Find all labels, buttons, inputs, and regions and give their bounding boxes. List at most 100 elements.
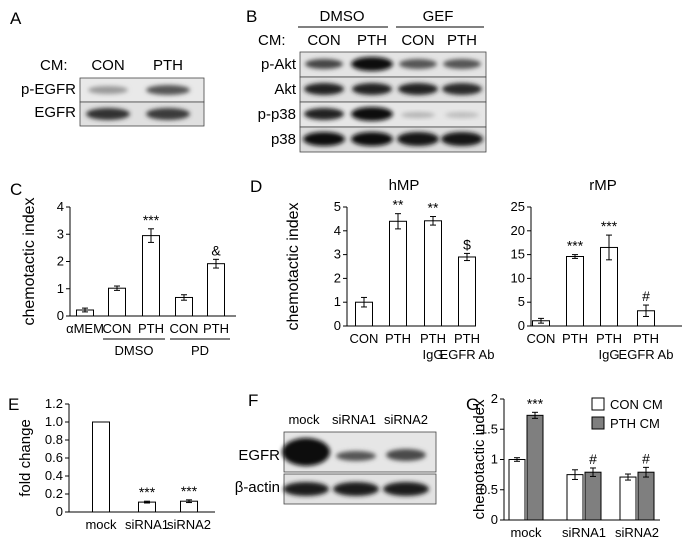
blot-band [401,112,435,118]
y-tick-label: 3 [57,226,64,241]
y-tick-label: 0 [56,504,63,519]
bar [138,501,156,513]
category-label: PTH [633,331,659,346]
blot-band [146,85,190,95]
y-tick-label: 2 [57,254,64,269]
blot-b-row-label: p-Akt [261,56,297,73]
bar [389,220,407,327]
legend-swatch [591,397,605,411]
blot-band [303,132,345,146]
category-sublabel: IgG [423,347,444,362]
blot-a-row-label: EGFR [34,104,76,121]
y-tick-label: 20 [511,223,525,238]
significance-label: *** [181,483,198,499]
chart-d-rmp: 0510152025rMPCON***PTH***PTHIgG#PTHEGFR … [511,177,682,362]
panel-letter: D [250,177,262,196]
blot-b-cm-label: CM: [258,32,286,49]
blot-a-lane-label: PTH [153,57,183,74]
panel-b: B DMSO GEF CM: CON PTH CON PTH p-Akt Akt… [246,7,487,153]
significance-label: # [642,288,650,304]
y-tick-label: 1.0 [45,414,63,429]
y-tick-label: 0.2 [45,486,63,501]
group-label: DMSO [115,343,154,358]
y-tick-label: 1 [57,281,64,296]
legend-swatch [591,416,605,430]
y-tick-label: 4 [57,199,64,214]
y-tick-label: 0 [334,318,341,333]
category-label: CON [103,321,132,336]
panel-letter-f: F [248,391,258,410]
blot-band [399,59,437,69]
blot-band [304,83,344,95]
significance-label: *** [143,212,160,228]
bar [142,235,160,317]
bar [566,256,584,327]
bar [207,263,225,317]
panel-letter-b: B [246,7,257,26]
blot-band [336,451,376,461]
y-axis-label: fold change [17,419,34,497]
category-label: PTH [420,331,446,346]
significance-label: *** [567,238,584,254]
blot-band [386,449,426,461]
significance-label: # [589,451,597,467]
category-sublabel: EGFR Ab [619,347,674,362]
y-tick-label: 1.5 [480,421,498,436]
y-tick-label: 10 [511,270,525,285]
blot-band [351,132,393,146]
significance-label: *** [139,484,156,500]
blot-band [333,482,379,496]
y-tick-label: 1 [491,452,498,467]
y-axis-label: chemotactic index [285,202,302,330]
blot-band [351,57,393,71]
blot-a-cm-label: CM: [40,57,68,74]
blot-band [443,59,481,69]
y-tick-label: 4 [334,223,341,238]
blot-f-lane-label: siRNA2 [384,412,428,427]
blot-band [351,107,393,121]
bar [566,474,584,521]
significance-label: *** [527,395,544,411]
category-label: PTH [562,331,588,346]
blot-band [305,59,343,69]
y-tick-label: 2 [334,270,341,285]
legend-label: CON CM [610,397,663,412]
y-tick-label: 0 [491,512,498,527]
blot-band [397,132,439,146]
y-tick-label: 0.6 [45,450,63,465]
y-tick-label: 0 [518,318,525,333]
bar [637,471,655,521]
blot-band [304,108,344,120]
panel-letter-a: A [10,9,22,28]
category-label: PTH [138,321,164,336]
blot-f-lane-label: siRNA1 [332,412,376,427]
category-sublabel: IgG [599,347,620,362]
y-tick-label: 2 [491,391,498,406]
significance-label: ** [428,200,439,216]
group-label: PD [191,343,209,358]
panel-letter: C [10,180,22,199]
category-label: siRNA2 [167,517,211,532]
category-sublabel: EGFR Ab [440,347,495,362]
chart-title: rMP [589,177,617,194]
blot-band [146,108,190,120]
bar [619,476,637,521]
category-label: PTH [385,331,411,346]
y-tick-label: 0.8 [45,432,63,447]
category-label: PTH [203,321,229,336]
blot-b-lane-label: CON [401,32,434,49]
significance-label: ** [393,197,404,213]
bar [584,471,602,521]
category-label: siRNA1 [125,517,169,532]
category-label: siRNA2 [615,525,659,540]
y-tick-label: 5 [334,199,341,214]
blot-b-lane-label: PTH [357,32,387,49]
y-axis-label: chemotactic index [21,197,38,325]
bar [108,287,126,317]
significance-label: # [642,450,650,466]
blot-band [88,86,128,94]
